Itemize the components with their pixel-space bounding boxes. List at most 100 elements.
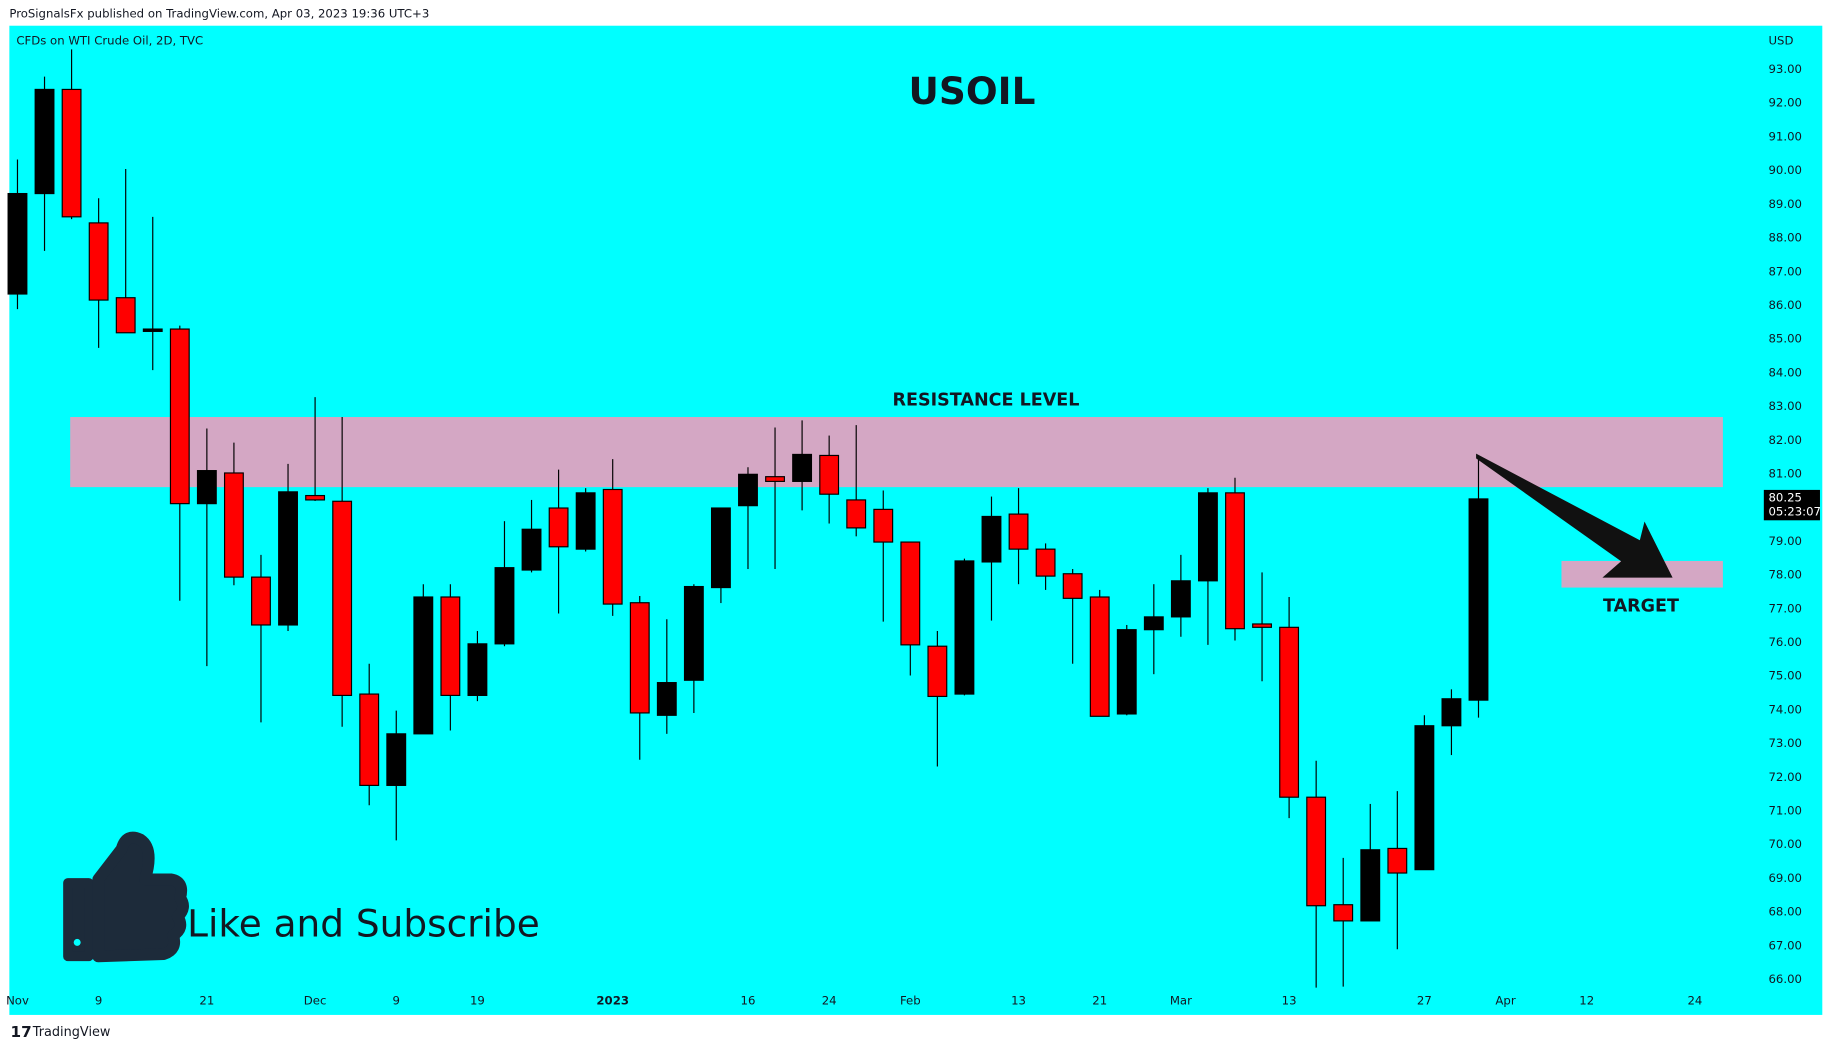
candle-body [1306, 796, 1327, 907]
y-tick-label: 87.00 [1769, 264, 1802, 278]
candle-body [494, 567, 515, 645]
candle-body [1062, 573, 1083, 599]
y-tick-label: 75.00 [1769, 669, 1802, 683]
candle-body [683, 585, 704, 681]
y-tick-label: 67.00 [1769, 938, 1802, 952]
candle-body [548, 507, 569, 548]
y-tick-label: 78.00 [1769, 568, 1802, 582]
candle-body [1170, 580, 1191, 618]
arrow [1476, 453, 1673, 578]
candle-body [981, 515, 1002, 563]
y-tick-label: 72.00 [1769, 770, 1802, 784]
y-tick-label: 93.00 [1769, 62, 1802, 76]
x-tick-label: 27 [1417, 993, 1432, 1007]
y-tick-label: 84.00 [1769, 365, 1802, 379]
candle-body [873, 508, 894, 543]
candle-body [1089, 596, 1110, 717]
candle-body [765, 476, 785, 482]
x-tick-label: 9 [95, 993, 102, 1007]
candle-body [223, 472, 244, 578]
candle-body [1279, 626, 1300, 798]
y-tick-label: 90.00 [1769, 163, 1802, 177]
candle-body [142, 328, 163, 332]
candle-body [602, 488, 623, 605]
y-tick-label: 82.00 [1769, 433, 1802, 447]
candle-body [575, 492, 596, 550]
x-tick-label: 24 [1688, 993, 1703, 1007]
cta-text: Like and Subscribe [187, 902, 540, 946]
candle-body [169, 328, 190, 505]
zone-label: TARGET [1603, 596, 1679, 616]
candle-body [521, 528, 542, 571]
candle-body [738, 473, 758, 507]
candle-body [1008, 513, 1029, 550]
x-tick-label: 12 [1579, 993, 1594, 1007]
candle-body [1468, 498, 1489, 701]
candle-body [927, 645, 948, 698]
candle-body [359, 693, 380, 786]
x-tick-label: Dec [304, 993, 327, 1007]
footer-brand: TradingView [32, 1025, 111, 1040]
x-tick-label: Apr [1495, 993, 1515, 1007]
y-tick-label: 81.00 [1769, 466, 1802, 480]
x-tick-label: Feb [900, 993, 921, 1007]
candle-body [656, 682, 677, 716]
x-tick-label: 13 [1011, 993, 1026, 1007]
y-axis-unit: USD [1769, 33, 1794, 47]
y-tick-label: 79.00 [1769, 534, 1802, 548]
x-tick-label: 13 [1282, 993, 1297, 1007]
y-tick-label: 71.00 [1769, 804, 1802, 818]
x-tick-label: 24 [822, 993, 837, 1007]
candle-body [900, 541, 921, 646]
y-tick-label: 88.00 [1769, 231, 1802, 245]
footer-logo: 17 [11, 1023, 32, 1041]
zone-label: RESISTANCE LEVEL [893, 391, 1080, 411]
candle-body [115, 297, 136, 334]
y-tick-label: 86.00 [1769, 298, 1802, 312]
y-tick-label: 77.00 [1769, 601, 1802, 615]
candle-body [1225, 492, 1245, 630]
symbol-description: CFDs on WTI Crude Oil, 2D, TVC [16, 33, 203, 47]
candle-body [819, 454, 840, 495]
publisher-line: ProSignalsFx published on TradingView.co… [9, 7, 429, 21]
x-tick-label: 19 [470, 993, 485, 1007]
candle-body [305, 494, 326, 501]
candle-body [710, 507, 731, 589]
candle-body [386, 733, 407, 786]
y-tick-label: 89.00 [1769, 197, 1802, 211]
thumb-icon [63, 831, 189, 963]
countdown: 05:23:07 [1769, 505, 1822, 519]
y-tick-label: 73.00 [1769, 736, 1802, 750]
x-tick-label: 21 [199, 993, 214, 1007]
x-tick-label: Nov [6, 993, 29, 1007]
candle-body [792, 453, 813, 482]
y-tick-label: 68.00 [1769, 905, 1802, 919]
candle-body [196, 470, 217, 505]
y-tick-label: 85.00 [1769, 332, 1802, 346]
candle-body [1387, 847, 1408, 874]
candle-body [954, 560, 975, 695]
y-tick-label: 66.00 [1769, 972, 1802, 986]
y-tick-label: 91.00 [1769, 129, 1802, 143]
candle-body [467, 643, 488, 696]
y-tick-label: 92.00 [1769, 96, 1802, 110]
candle-body [1035, 548, 1056, 577]
x-tick-label: Mar [1170, 993, 1192, 1007]
candle-body [332, 500, 353, 696]
chart-title: USOIL [909, 69, 1036, 113]
candle-body [413, 596, 434, 735]
candle-body [1143, 616, 1164, 631]
y-tick-label: 70.00 [1769, 837, 1802, 851]
candle-body [1116, 629, 1137, 715]
candle-body [440, 596, 461, 696]
candle-body [7, 192, 28, 295]
candle-body [1252, 623, 1272, 628]
candle-body [629, 602, 650, 714]
candle-body [61, 88, 82, 218]
plot-background [9, 25, 1823, 1015]
candle-body [1441, 698, 1462, 727]
candle-body [88, 222, 109, 301]
x-tick-label: 21 [1092, 993, 1107, 1007]
y-tick-label: 69.00 [1769, 871, 1802, 885]
